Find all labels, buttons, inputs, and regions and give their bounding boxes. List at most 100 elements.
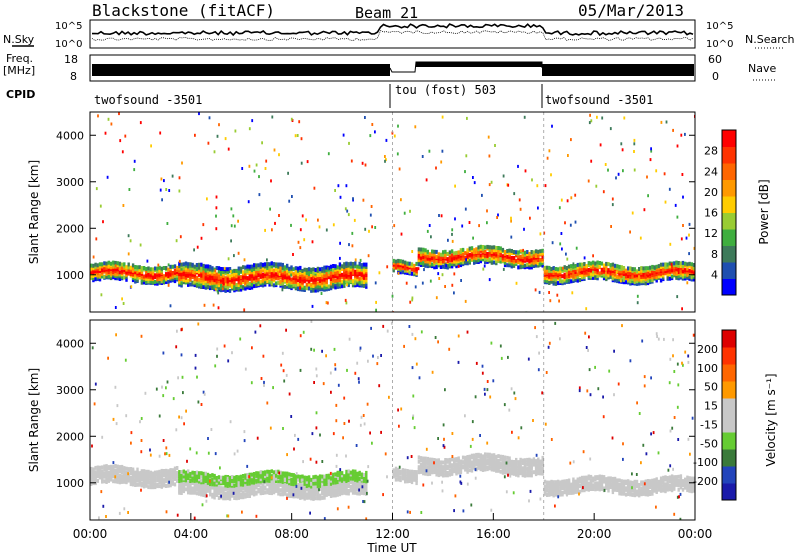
scatter-cell bbox=[675, 263, 678, 268]
scatter-cell bbox=[512, 258, 516, 263]
scatter-point bbox=[350, 159, 353, 163]
scatter-cell bbox=[189, 266, 192, 270]
scatter-cell bbox=[587, 274, 590, 279]
scatter-cell bbox=[490, 453, 494, 458]
scatter-cell bbox=[259, 274, 262, 279]
scatter-cell bbox=[616, 482, 619, 487]
scatter-cell bbox=[343, 268, 346, 273]
scatter-cell bbox=[431, 262, 434, 267]
scatter-cell bbox=[246, 481, 249, 486]
scatter-cell bbox=[426, 262, 429, 266]
scatter-point bbox=[251, 119, 254, 123]
scatter-cell bbox=[347, 472, 350, 477]
scatter-cell bbox=[105, 471, 108, 476]
scatter-cell bbox=[433, 252, 436, 257]
scatter-point bbox=[354, 258, 357, 262]
scatter-cell bbox=[550, 279, 553, 284]
scatter-point bbox=[208, 116, 211, 120]
cpid-segment-2: tou (fost) 503 bbox=[395, 83, 496, 97]
scatter-cell bbox=[191, 470, 194, 475]
scatter-cell bbox=[338, 282, 342, 287]
scatter-cell bbox=[162, 480, 166, 485]
scatter-point bbox=[570, 196, 573, 200]
scatter-point bbox=[327, 152, 330, 156]
power-colorbar-label: Power [dB] bbox=[757, 179, 771, 244]
scatter-point bbox=[423, 268, 425, 272]
scatter-point bbox=[496, 216, 498, 219]
scatter-cell bbox=[180, 275, 183, 280]
scatter-point bbox=[505, 490, 508, 494]
power-data bbox=[90, 112, 695, 312]
scatter-point bbox=[369, 134, 372, 138]
scatter-cell bbox=[180, 266, 183, 271]
scatter-cell bbox=[477, 463, 480, 468]
scatter-cell bbox=[349, 272, 353, 277]
scatter-cell bbox=[220, 271, 223, 276]
velocity-ylabel: Slant Range [km] bbox=[27, 368, 41, 472]
scatter-cell bbox=[347, 489, 350, 493]
scatter-cell bbox=[147, 277, 150, 281]
scatter-cell bbox=[686, 481, 689, 485]
scatter-cell bbox=[250, 472, 254, 477]
scatter-cell bbox=[90, 275, 93, 280]
scatter-cell bbox=[543, 275, 547, 280]
scatter-cell bbox=[362, 269, 366, 274]
scatter-cell bbox=[90, 273, 93, 278]
scatter-cell bbox=[182, 469, 185, 474]
scatter-point bbox=[688, 233, 690, 237]
scatter-cell bbox=[209, 270, 212, 274]
scatter-cell bbox=[303, 271, 306, 276]
scatter-cell bbox=[215, 266, 218, 270]
scatter-point bbox=[139, 243, 142, 247]
scatter-cell bbox=[521, 458, 524, 463]
scatter-cell bbox=[589, 271, 593, 276]
noise-search-line bbox=[91, 30, 694, 41]
scatter-cell bbox=[105, 475, 108, 480]
scatter-cell bbox=[184, 266, 188, 271]
scatter-cell bbox=[112, 464, 115, 469]
scatter-cell bbox=[195, 265, 199, 270]
scatter-point bbox=[635, 473, 638, 476]
scatter-point bbox=[414, 285, 417, 289]
scatter-cell bbox=[585, 475, 588, 480]
scatter-cell bbox=[528, 457, 531, 462]
scatter-cell bbox=[475, 455, 478, 460]
scatter-cell bbox=[543, 265, 547, 270]
beam-label: Beam 21 bbox=[355, 4, 418, 22]
scatter-point bbox=[670, 262, 673, 266]
scatter-cell bbox=[620, 265, 623, 270]
scatter-cell bbox=[583, 264, 586, 269]
scatter-cell bbox=[664, 489, 667, 494]
scatter-cell bbox=[681, 272, 685, 277]
colorbar-segment bbox=[722, 278, 736, 296]
scatter-cell bbox=[231, 278, 234, 282]
scatter-cell bbox=[259, 472, 262, 477]
scatter-cell bbox=[228, 274, 232, 279]
scatter-point bbox=[592, 254, 594, 258]
scatter-cell bbox=[490, 245, 494, 250]
scatter-cell bbox=[670, 477, 674, 482]
scatter-cell bbox=[292, 488, 295, 493]
scatter-point bbox=[219, 466, 221, 470]
scatter-cell bbox=[90, 263, 93, 268]
scatter-cell bbox=[351, 262, 355, 266]
scatter-cell bbox=[453, 251, 456, 256]
scatter-cell bbox=[145, 480, 148, 485]
scatter-cell bbox=[189, 282, 192, 287]
scatter-cell bbox=[495, 454, 498, 459]
scatter-cell bbox=[657, 487, 661, 492]
scatter-cell bbox=[288, 266, 291, 271]
scatter-cell bbox=[202, 480, 205, 485]
scatter-point bbox=[669, 357, 672, 361]
scatter-cell bbox=[662, 488, 665, 493]
scatter-cell bbox=[351, 486, 355, 491]
scatter-point bbox=[251, 346, 253, 350]
scatter-cell bbox=[147, 272, 150, 277]
scatter-cell bbox=[140, 280, 144, 285]
scatter-cell bbox=[598, 271, 601, 276]
scatter-point bbox=[643, 208, 646, 212]
scatter-cell bbox=[574, 275, 577, 279]
scatter-cell bbox=[613, 487, 617, 492]
scatter-cell bbox=[446, 458, 449, 463]
scatter-cell bbox=[360, 481, 364, 486]
